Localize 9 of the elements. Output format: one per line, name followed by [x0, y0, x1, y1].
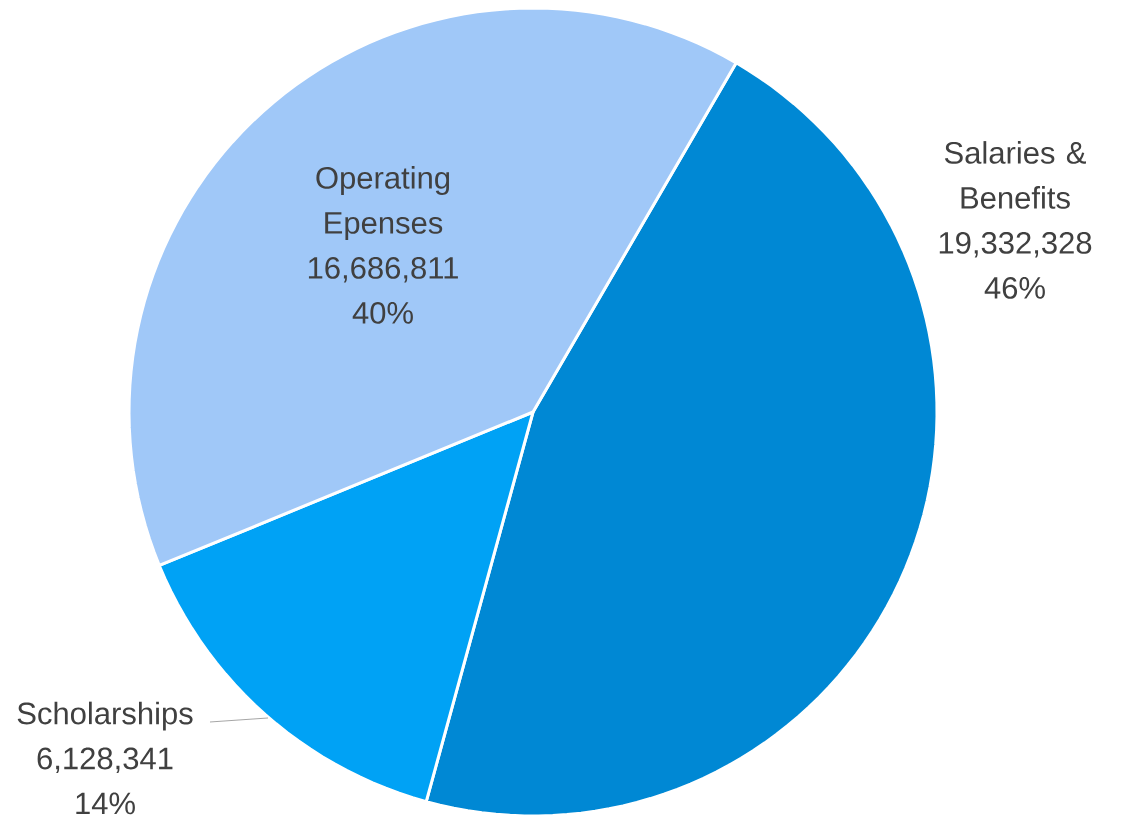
- slice-label: Operating Epenses: [316, 166, 450, 240]
- text: 14%: [76, 792, 135, 815]
- data-label: 19,332,328: [939, 231, 1092, 258]
- data-label: 16,686,811: [308, 256, 458, 283]
- text: 40%: [352, 301, 413, 324]
- slice-label: Salaries & Benefits: [944, 141, 1086, 209]
- slice-label: Scholarships: [17, 701, 193, 731]
- text: 46%: [984, 276, 1045, 299]
- data-label: 6,128,341: [37, 747, 173, 774]
